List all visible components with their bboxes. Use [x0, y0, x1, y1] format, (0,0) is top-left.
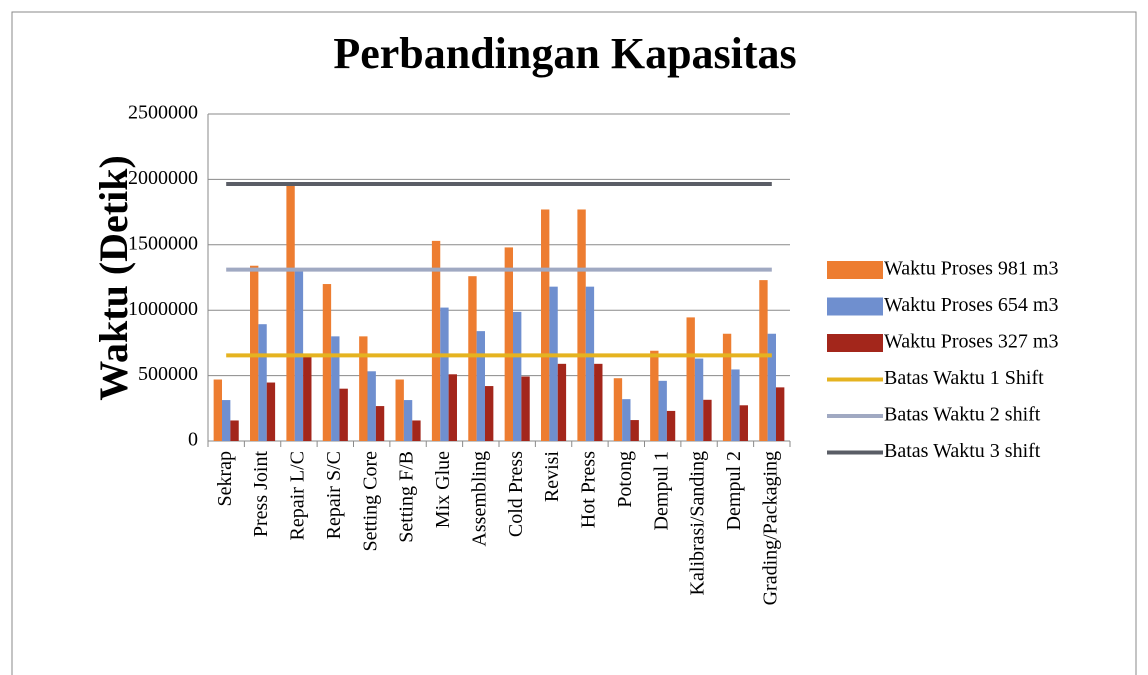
bar: [431, 240, 441, 441]
bar: [585, 286, 595, 441]
bar: [375, 406, 385, 441]
x-tick-label: Repair S/C: [323, 451, 345, 539]
legend-swatch: [827, 261, 883, 279]
legend-swatch: [827, 334, 883, 352]
x-tick-label: Cold Press: [505, 451, 527, 537]
bar: [504, 247, 514, 441]
bar: [367, 371, 376, 441]
bar: [541, 209, 550, 441]
bar: [266, 382, 276, 441]
legend-label: Batas Waktu 1 Shift: [884, 367, 1044, 389]
x-tick-label: Grading/Packaging: [759, 451, 781, 605]
bar: [521, 376, 530, 441]
bar: [258, 324, 267, 441]
chart-frame: [11, 11, 1137, 675]
bar: [213, 379, 223, 441]
legend-label: Waktu Proses 327 m3: [884, 331, 1059, 353]
bar: [722, 333, 732, 441]
bar: [549, 286, 558, 441]
bar: [557, 363, 567, 441]
bar: [230, 420, 239, 441]
bar: [767, 333, 776, 441]
bar: [594, 363, 603, 441]
y-tick-label: 0: [188, 429, 198, 451]
bar: [484, 386, 494, 441]
bar: [513, 311, 522, 441]
bar: [322, 284, 332, 441]
x-tick-label: Dempul 1: [650, 451, 672, 530]
x-tick-label: Setting F/B: [396, 451, 418, 543]
bar: [739, 405, 748, 441]
bar: [222, 400, 231, 441]
chart-title: Perbandingan Kapasitas: [333, 29, 796, 78]
y-tick-label: 1500000: [128, 232, 198, 254]
bar: [666, 410, 676, 441]
bar: [403, 400, 413, 441]
bar: [440, 307, 449, 441]
bar: [658, 380, 667, 441]
y-tick-label: 1000000: [128, 298, 198, 320]
x-tick-label: Revisi: [541, 451, 563, 503]
bar: [286, 184, 295, 441]
bar: [303, 355, 312, 441]
bar: [694, 358, 704, 441]
y-tick-label: 2000000: [128, 167, 198, 189]
x-tick-label: Press Joint: [250, 451, 272, 538]
bar: [686, 317, 695, 441]
bar: [650, 350, 659, 441]
x-tick-label: Setting Core: [359, 451, 381, 552]
x-tick-label: Assembling: [468, 451, 490, 547]
bar: [476, 331, 485, 441]
x-tick-label: Mix Glue: [432, 451, 454, 528]
bar: [412, 420, 421, 441]
y-tick-label: 2500000: [128, 102, 198, 124]
bar: [630, 420, 639, 441]
bar: [775, 387, 785, 441]
bar: [468, 276, 477, 441]
bar: [759, 280, 768, 441]
bar: [448, 374, 457, 441]
legend-label: Batas Waktu 2 shift: [884, 404, 1041, 426]
y-tick-label: 500000: [138, 363, 198, 385]
x-tick-label: Kalibrasi/Sanding: [687, 451, 709, 595]
bar: [622, 399, 631, 441]
bar: [703, 399, 712, 441]
x-tick-label: Dempul 2: [723, 451, 745, 530]
bar: [339, 388, 348, 441]
x-tick-label: Hot Press: [578, 451, 600, 528]
bar: [613, 378, 623, 441]
x-tick-label: Potong: [614, 451, 636, 508]
y-axis-label: Waktu (Detik): [91, 155, 136, 401]
x-tick-label: Sekrap: [214, 451, 236, 507]
legend-swatch: [827, 297, 883, 316]
bar: [395, 379, 404, 441]
legend-label: Waktu Proses 654 m3: [884, 294, 1059, 316]
bar: [359, 336, 368, 441]
legend-label: Batas Waktu 3 shift: [884, 440, 1041, 462]
bar: [331, 336, 340, 441]
legend-label: Waktu Proses 981 m3: [884, 258, 1059, 280]
bar: [731, 369, 740, 441]
bar: [577, 209, 586, 441]
x-tick-label: Repair L/C: [287, 451, 309, 540]
